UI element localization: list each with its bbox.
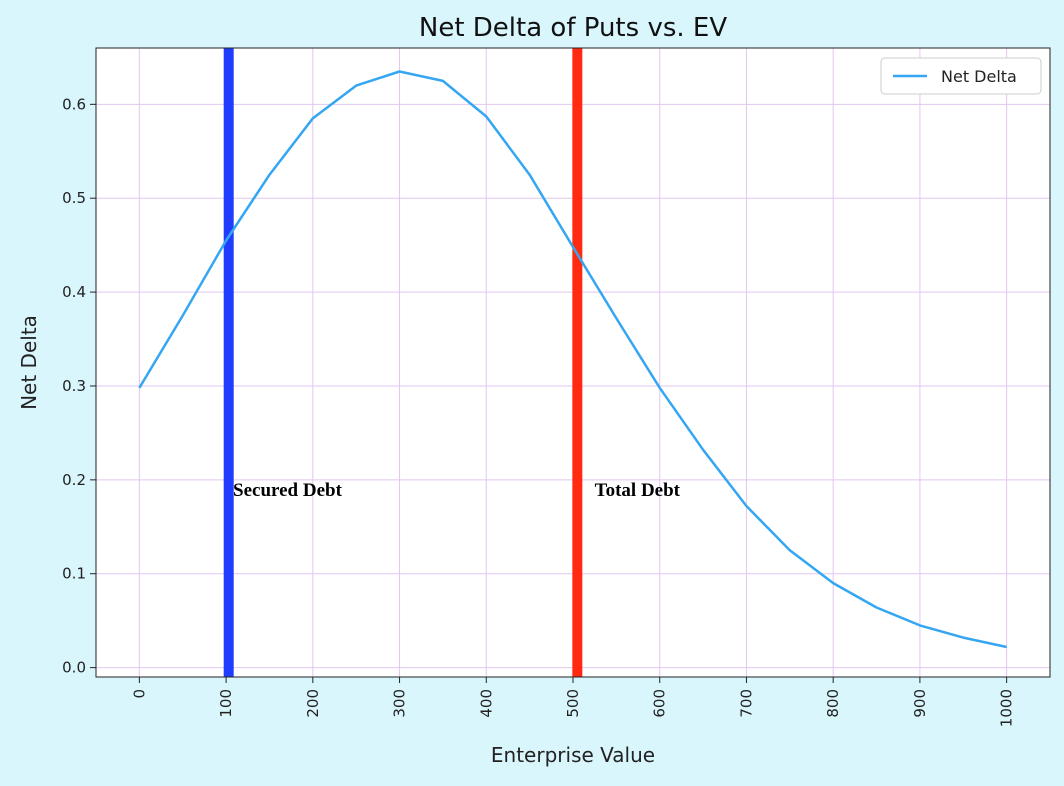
x-tick-label: 200: [304, 689, 322, 718]
series-line-net-delta: [138, 70, 1007, 649]
debt-lines: [223, 48, 583, 677]
y-tick-label: 0.6: [62, 95, 86, 113]
annotation-total-debt: Total Debt: [595, 480, 681, 501]
legend: Net Delta: [880, 57, 1042, 95]
x-tick-label: 900: [911, 689, 929, 718]
y-tick-label: 0.0: [62, 659, 86, 677]
chart-title: Net Delta of Puts vs. EV: [419, 13, 727, 43]
x-tick-label: 0: [130, 689, 148, 699]
annotations: Secured Debt Total Debt: [233, 480, 681, 501]
y-tick-label: 0.4: [62, 283, 86, 301]
x-tick-label: 100: [217, 689, 235, 718]
x-tick-label: 600: [651, 689, 669, 718]
x-tick-label: 500: [564, 689, 582, 718]
y-axis-ticks: 0.0 0.1 0.2 0.3 0.4 0.5 0.6: [62, 95, 96, 677]
y-tick-label: 0.3: [62, 377, 86, 395]
x-axis-ticks: 0 100 200 300 400 500 600 700 800 900 1000: [130, 677, 1016, 727]
plot-frame: [95, 47, 1051, 678]
x-tick-label: 800: [824, 689, 842, 718]
x-tick-label: 300: [391, 689, 409, 718]
legend-label-net-delta: Net Delta: [941, 67, 1017, 86]
legend-box: [880, 57, 1042, 95]
x-tick-label: 1000: [998, 689, 1016, 727]
y-tick-label: 0.5: [62, 189, 86, 207]
y-tick-label: 0.1: [62, 565, 86, 583]
y-axis-label: Net Delta: [17, 315, 41, 410]
annotation-secured-debt: Secured Debt: [233, 480, 343, 501]
x-tick-label: 700: [737, 689, 755, 718]
x-tick-label: 400: [477, 689, 495, 718]
y-tick-label: 0.2: [62, 471, 86, 489]
x-axis-label: Enterprise Value: [491, 743, 655, 767]
